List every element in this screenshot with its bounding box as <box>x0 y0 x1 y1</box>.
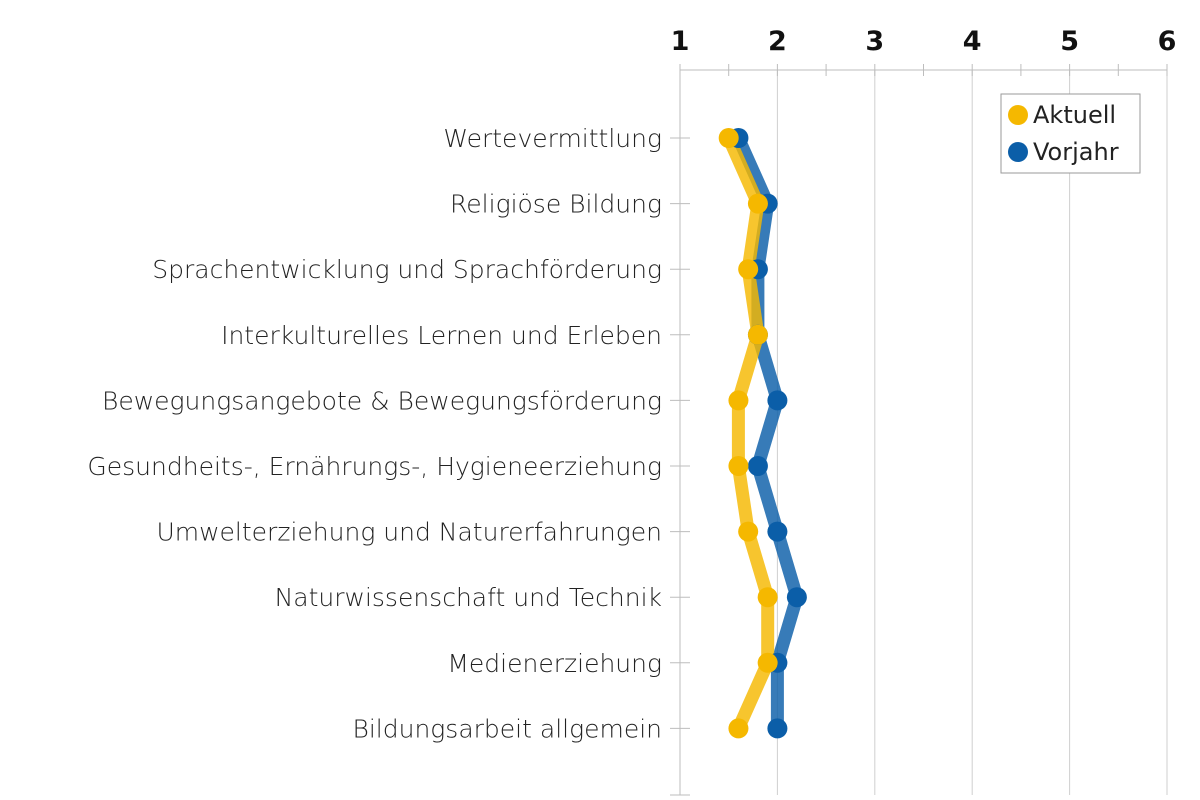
data-point-vorjahr <box>767 521 788 542</box>
category-label: Sprachentwicklung und Sprachförderung <box>152 255 662 284</box>
category-label: Gesundheits-, Ernährungs-, Hygieneerzieh… <box>87 452 662 481</box>
category-label: Naturwissenschaft und Technik <box>275 583 662 612</box>
category-label: Wertevermittlung <box>443 124 662 153</box>
data-point-aktuell <box>757 652 778 673</box>
category-label: Umwelterziehung und Naturerfahrungen <box>156 518 662 547</box>
legend: Aktuell Vorjahr <box>1000 93 1141 174</box>
axis-tick-label: 1 <box>671 26 690 57</box>
category-label: Religiöse Bildung <box>450 190 662 219</box>
category-label: Interkulturelles Lernen und Erleben <box>221 321 662 350</box>
axis-tick-label: 6 <box>1158 26 1177 57</box>
data-point-aktuell <box>728 456 749 476</box>
data-point-vorjahr <box>786 587 807 608</box>
data-point-aktuell <box>757 587 778 608</box>
data-point-aktuell <box>728 718 749 739</box>
legend-swatch <box>1008 105 1028 125</box>
category-label: Bewegungsangebote & Bewegungsförderung <box>102 386 662 415</box>
axis-tick-label: 4 <box>963 26 982 57</box>
data-point-aktuell <box>738 259 759 280</box>
series-line-aktuell <box>722 131 775 735</box>
axis-tick-label: 3 <box>865 26 884 57</box>
axis-layer: 1 2 3 4 5 6 Wertevermittlung Religiöse Bildung S… <box>87 26 1177 796</box>
category-label: Medienerziehung <box>447 649 662 678</box>
data-point-aktuell <box>738 521 759 542</box>
axis-tick-label: 2 <box>768 26 787 57</box>
data-point-aktuell <box>718 128 739 148</box>
data-point-vorjahr <box>767 718 788 739</box>
series-layer <box>718 128 807 739</box>
data-point-vorjahr <box>747 456 768 476</box>
axis-tick-label: 5 <box>1060 26 1079 57</box>
category-label: Bildungsarbeit allgemein <box>352 714 662 743</box>
series-line-vorjahr <box>731 131 804 735</box>
data-point-aktuell <box>728 390 749 411</box>
legend-label: Aktuell <box>1033 101 1116 129</box>
legend-swatch <box>1008 142 1028 162</box>
data-point-aktuell <box>747 324 768 345</box>
data-point-aktuell <box>747 193 768 214</box>
data-point-vorjahr <box>767 390 788 411</box>
legend-label: Vorjahr <box>1033 138 1119 166</box>
